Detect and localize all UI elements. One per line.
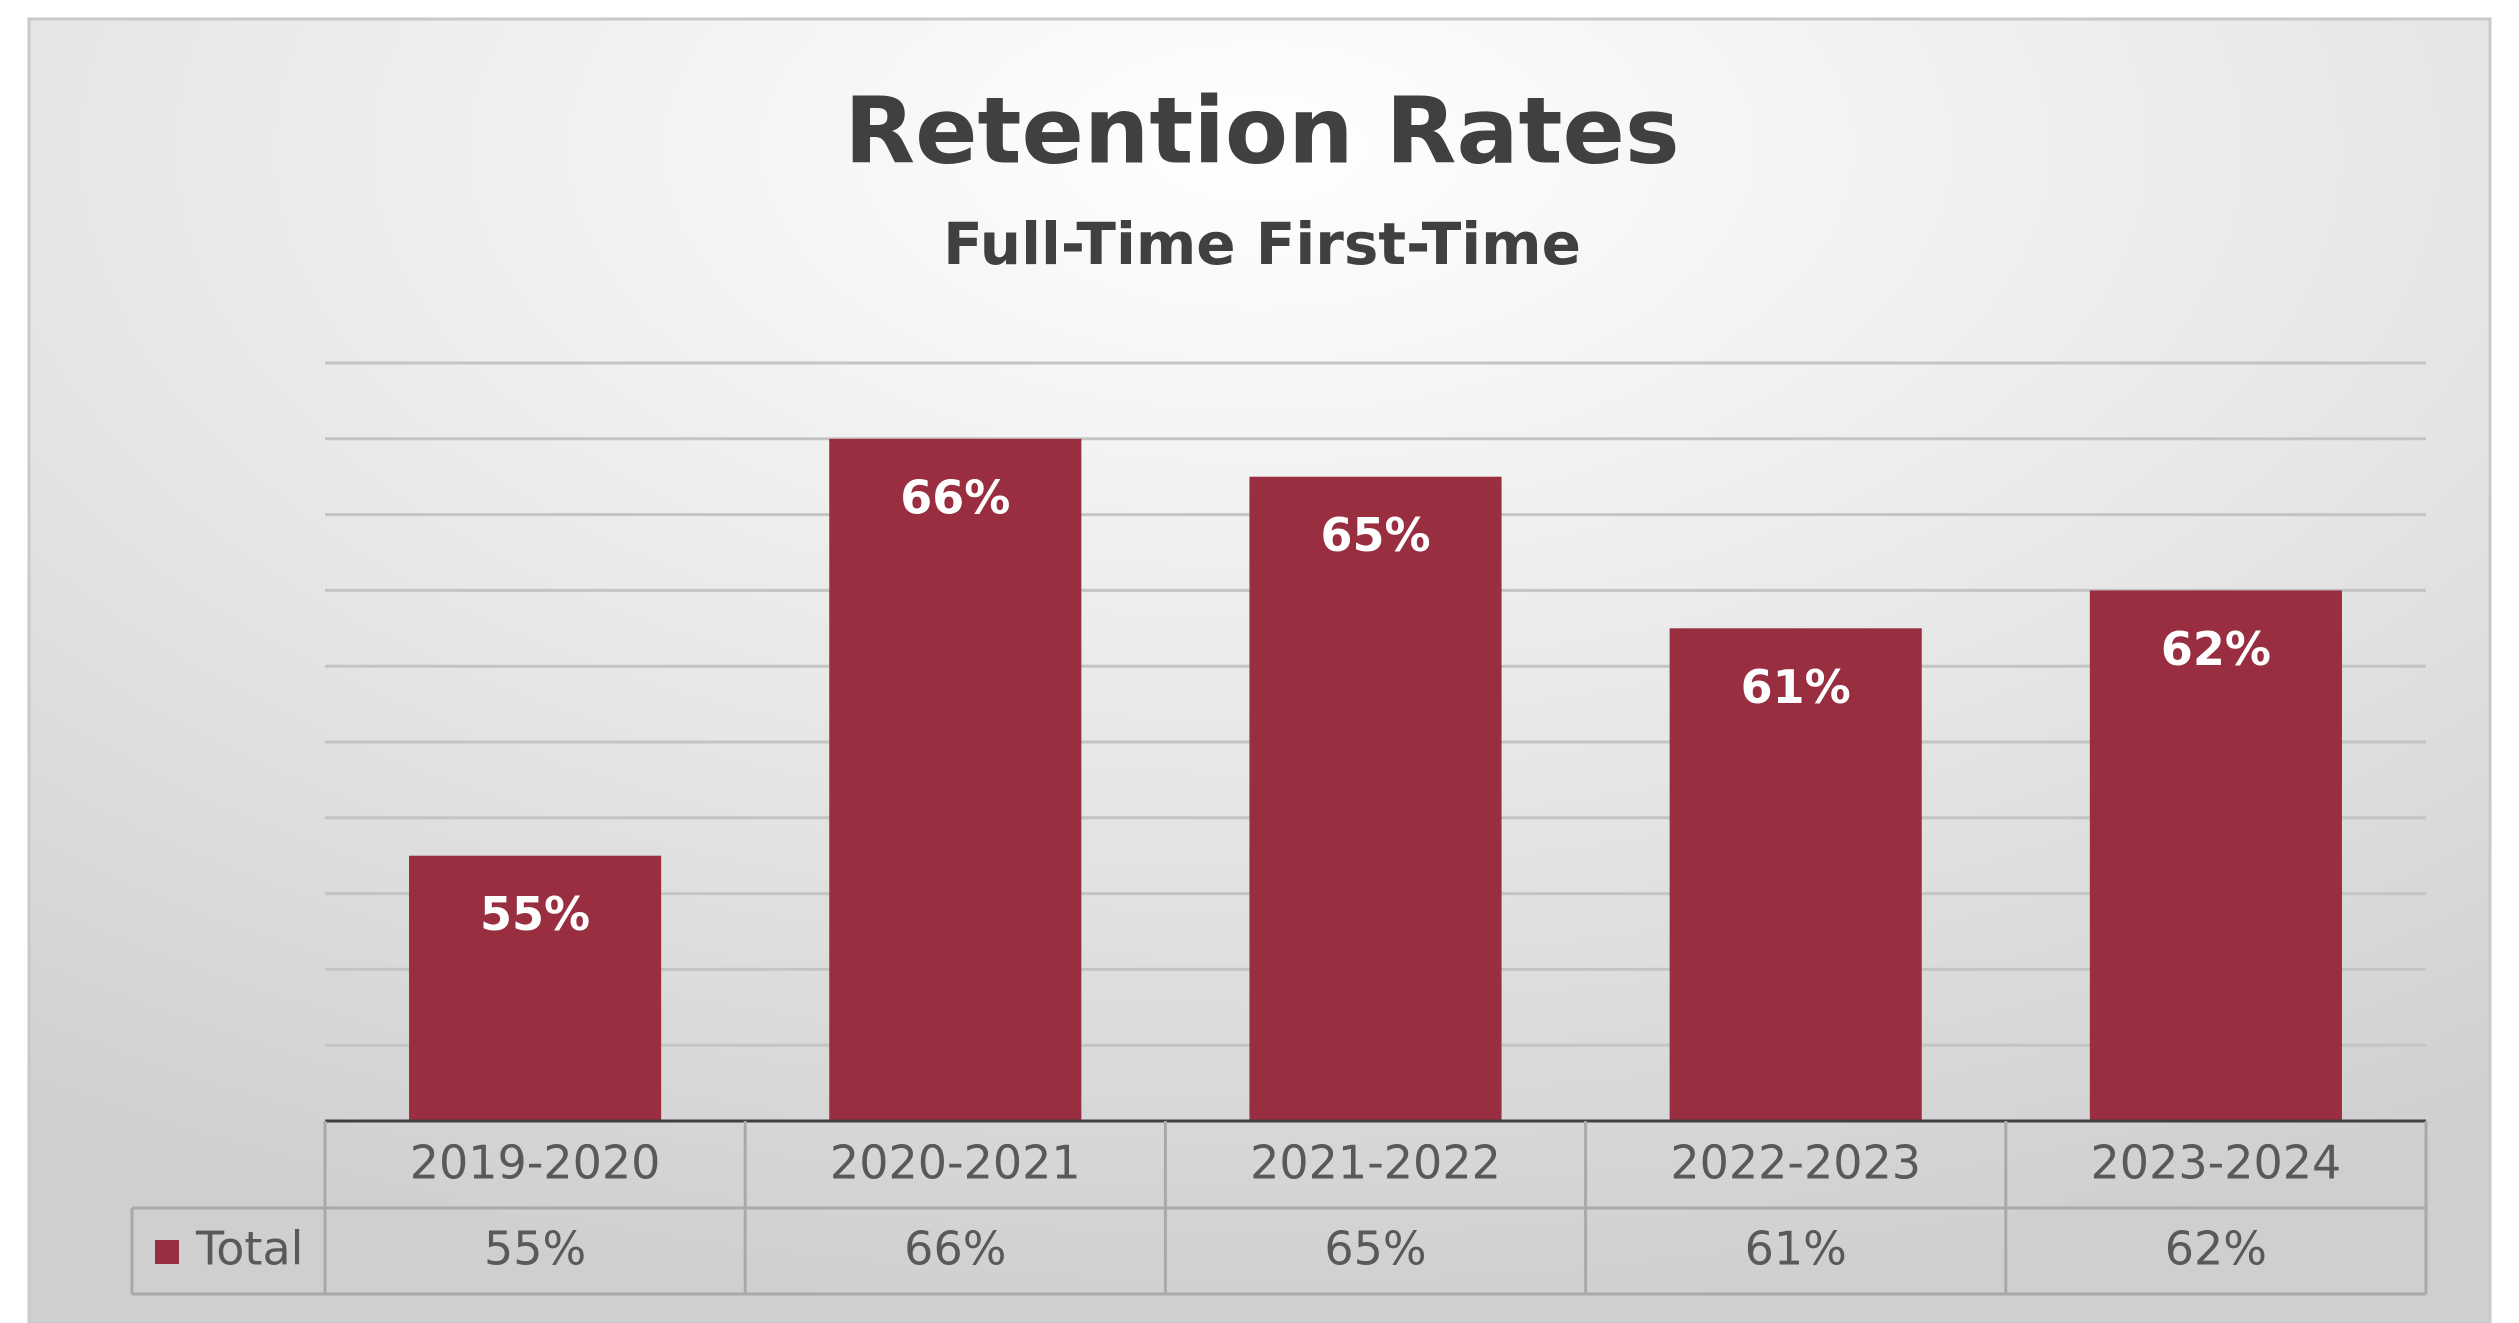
x-tick-label: 2022-2023: [1670, 1136, 1921, 1190]
data-label: 61%: [1741, 660, 1851, 714]
table-value: 55%: [484, 1222, 586, 1276]
bar: [829, 438, 1082, 1121]
bar: [1669, 628, 1922, 1121]
x-tick-label: 2023-2024: [2091, 1136, 2342, 1190]
bar: [409, 855, 662, 1121]
data-label: 66%: [900, 470, 1010, 524]
data-label: 62%: [2161, 622, 2271, 676]
bar: [2089, 590, 2342, 1121]
plot-area: 55% 66% 65% 61% 62% 2019-2020 2020-2021 2021-20…: [130, 361, 2428, 1296]
x-tick-label: 2020-2021: [830, 1136, 1081, 1190]
data-label: 65%: [1320, 508, 1430, 562]
x-tick-label: 2019-2020: [410, 1136, 661, 1190]
table-value: 61%: [1745, 1222, 1847, 1276]
chart-subtitle: Full-Time First-Time: [943, 210, 1581, 278]
legend-label: Total: [195, 1222, 303, 1276]
bar: [1249, 476, 1502, 1121]
table-value: 62%: [2165, 1222, 2267, 1276]
legend-swatch: [155, 1240, 179, 1264]
chart-title: Retention Rates: [844, 77, 1679, 184]
table-value: 66%: [904, 1222, 1006, 1276]
table-value: 65%: [1324, 1222, 1426, 1276]
data-label: 55%: [480, 887, 590, 941]
x-tick-label: 2021-2022: [1250, 1136, 1501, 1190]
